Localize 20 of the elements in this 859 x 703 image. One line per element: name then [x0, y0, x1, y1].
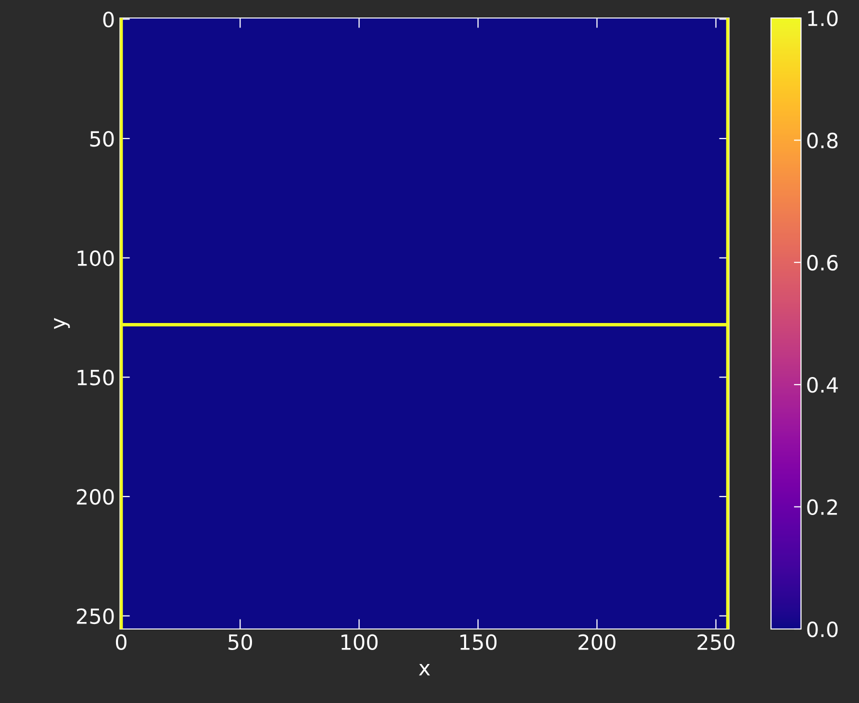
color-bar-label: 1.0 [808, 10, 838, 26]
x-tick-label: 250 [698, 634, 734, 650]
x-tick-label: 200 [578, 634, 616, 650]
color-bar-label: 0.6 [807, 254, 838, 271]
x-tick-label: 100 [341, 634, 378, 650]
y-tick-label: 150 [78, 370, 114, 386]
y-tick-label: 0 [103, 12, 114, 28]
x-tick-label: 50 [228, 634, 252, 650]
x-tick-label: 0 [116, 634, 126, 650]
y-tick-label: 200 [76, 488, 114, 505]
y-tick-label: 50 [90, 130, 114, 147]
y-axis-title: y [54, 318, 70, 330]
y-tick-label: 100 [78, 250, 114, 266]
color-bar-label: 0.2 [807, 499, 837, 516]
x-axis-title: x [418, 664, 430, 676]
color-bar-label: 0.8 [807, 132, 838, 148]
y-tick-label: 250 [76, 608, 114, 624]
color-bar-label: 0.4 [807, 377, 838, 393]
color-bar-label: 0.0 [807, 621, 838, 638]
x-tick-label: 150 [460, 634, 497, 650]
